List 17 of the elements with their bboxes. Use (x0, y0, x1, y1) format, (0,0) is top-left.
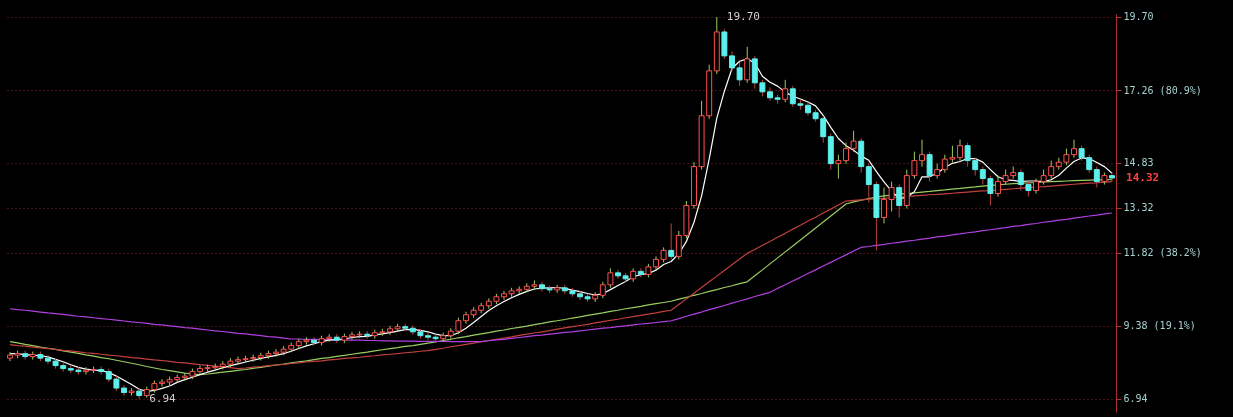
candlestick (782, 79, 789, 103)
y-tick-label: 19.70 (1123, 11, 1154, 23)
annotation: 6.94 (149, 391, 177, 405)
candlestick (896, 184, 903, 218)
y-tick-label: 13.32 (1123, 202, 1154, 214)
y-tick-label: 6.94 (1123, 393, 1148, 405)
candlestick (744, 46, 751, 84)
y-tick-label: 14.83 (1123, 157, 1154, 169)
line-series (9, 212, 1113, 343)
annotation: 19.70 (726, 9, 760, 23)
y-tick-label: 11.82 (38.2%) (1123, 247, 1202, 259)
candlestick (311, 336, 317, 347)
y-tick-label: 9.38 (19.1%) (1123, 320, 1196, 332)
candlestick (668, 222, 675, 260)
text: 14.32 (1126, 170, 1160, 184)
y-tick-label: 17.26 (80.9%) (1123, 84, 1202, 96)
candlestick (926, 151, 933, 183)
